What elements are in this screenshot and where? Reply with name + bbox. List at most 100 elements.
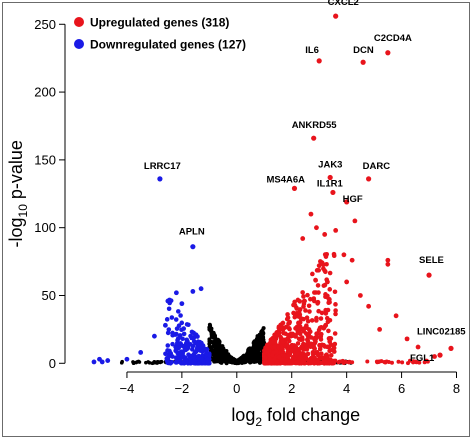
ns-point [213,354,218,359]
upregulated-point [347,360,352,365]
downregulated-point [188,359,194,365]
downregulated-point [173,317,179,322]
upregulated-point [325,307,331,313]
gene-label-apln: APLN [179,227,205,238]
upregulated-point [323,359,329,365]
downregulated-point [186,322,191,328]
downregulated-point [174,358,179,364]
ns-point [257,356,262,361]
upregulated-point [284,316,290,322]
downregulated-point [168,351,174,356]
legend-marker-upregulated [74,17,84,27]
downregulated-point [179,320,185,326]
ns-point [207,339,212,344]
upregulated-point [312,346,317,351]
ns-point [220,348,225,353]
upregulated-point [289,348,294,354]
downregulated-point [181,360,187,366]
axes-layer: −4 −2 0 2 4 6 8 0 50 100 150 200 250 log2 fold change… [6,17,460,429]
downregulated-point [198,356,204,362]
ns-point [131,360,136,365]
upregulated-point [316,263,322,269]
upregulated-point [300,236,306,241]
upregulated-point [270,350,276,356]
ns-point [120,359,124,364]
upregulated-point [317,346,323,352]
upregulated-point [318,337,324,342]
downregulated-point [198,348,203,353]
ns-point [254,349,259,354]
upregulated-point [349,257,355,263]
legend-marker-downregulated [74,39,84,49]
upregulated-point [400,360,405,365]
gene-label-dcn: DCN [353,45,374,56]
upregulated-point [303,352,309,358]
downregulated-point [152,333,157,339]
upregulated-point [422,360,427,365]
upregulated-point [314,225,319,231]
gene-label-lrrc17: LRRC17 [144,161,181,172]
point-sele [426,272,432,278]
upregulated-point [415,344,421,350]
downregulated-point [179,349,184,354]
x-tick-label: 4 [343,381,350,396]
point-c2cd4a [385,50,391,56]
downregulated-point [91,359,97,365]
upregulated-point [344,279,350,285]
upregulated-point [327,287,333,292]
downregulated-point [192,340,198,346]
ns-point [208,327,213,332]
upregulated-point [303,331,309,336]
y-tick-label: 150 [34,152,56,167]
upregulated-point [307,309,312,314]
downregulated-point [203,348,209,353]
upregulated-point [291,310,296,316]
upregulated-point [272,345,278,350]
ns-point [215,339,220,344]
upregulated-point [332,358,337,363]
x-tick-label: 6 [398,381,405,396]
upregulated-point [309,318,315,323]
downregulated-point [173,290,179,296]
upregulated-point [333,302,338,307]
ns-point [211,339,216,344]
downregulated-point [167,297,172,303]
downregulated-point [191,330,196,336]
y-tick-label: 50 [42,288,56,303]
x-tick-label: 8 [453,381,460,396]
ns-point [135,360,139,364]
ns-point [252,356,257,361]
ns-point [231,359,236,364]
upregulated-point [316,327,322,333]
upregulated-point [357,293,363,298]
upregulated-point [389,360,394,365]
upregulated-point [263,354,268,360]
downregulated-point [170,341,175,347]
downregulated-point [192,360,197,366]
upregulated-point [276,354,282,360]
downregulated-point [190,343,196,349]
ns-point [261,335,266,340]
upregulated-point [297,307,303,312]
upregulated-point [283,331,288,336]
upregulated-point [322,232,328,237]
ns-point [261,326,266,331]
downregulated-point [203,351,209,357]
downregulated-point [165,330,171,336]
point-ms4a6a [291,185,298,191]
upregulated-point [331,253,337,258]
upregulated-point [314,334,320,340]
upregulated-point [386,360,391,365]
points-layer [91,13,454,366]
upregulated-point [333,311,338,317]
upregulated-point [280,320,286,326]
upregulated-point [292,302,298,308]
upregulated-point [295,359,301,365]
upregulated-point [306,303,312,309]
upregulated-point [308,211,314,217]
upregulated-point [315,352,321,358]
point-darc [366,176,372,182]
gene-label-fgl1: FGL1 [410,353,435,364]
ns-point [251,346,256,351]
